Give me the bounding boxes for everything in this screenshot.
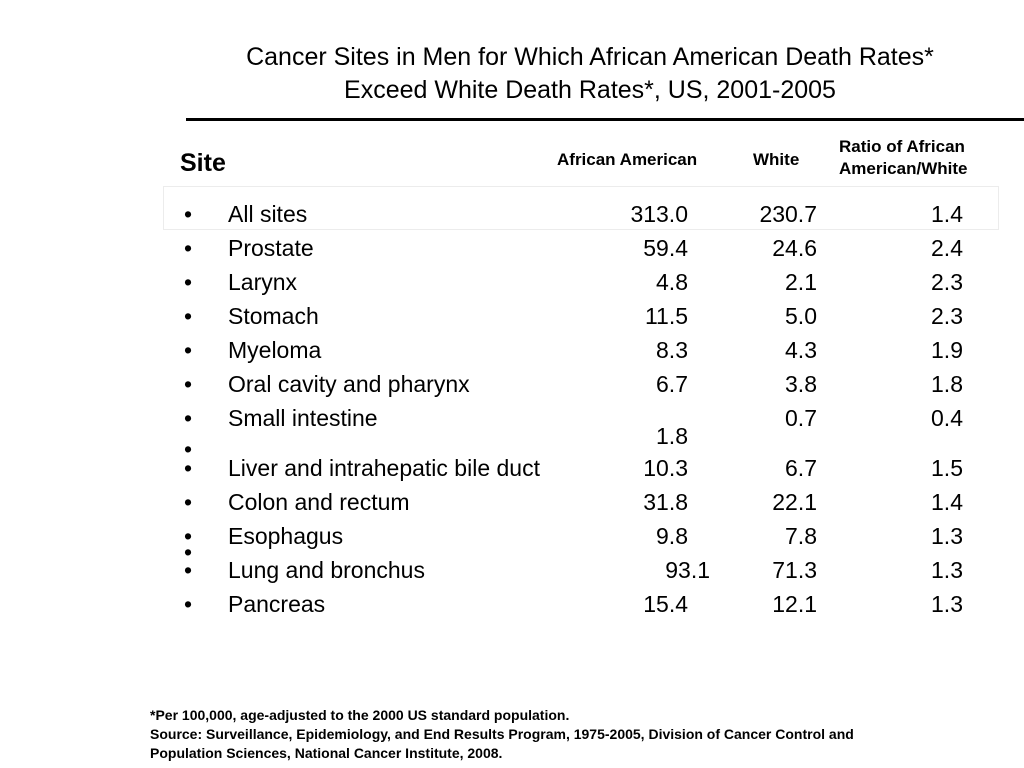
bullet-marker: •: [184, 235, 193, 261]
african-american-rate: 1.8: [656, 423, 688, 449]
white-rate: 71.3: [772, 557, 817, 583]
site-name: Larynx: [228, 269, 298, 295]
rate-ratio: 1.3: [931, 591, 963, 617]
column-header-ratio-line-1: Ratio of African: [839, 137, 965, 156]
african-american-rate: 6.7: [656, 371, 688, 397]
white-rate: 24.6: [772, 235, 817, 261]
slide-title-line-2: Exceed White Death Rates*, US, 2001-2005: [344, 76, 836, 104]
column-header-african-american: African American: [557, 150, 698, 169]
bullet-marker: •: [184, 489, 193, 515]
african-american-rate: 4.8: [656, 269, 688, 295]
site-name: Myeloma: [228, 337, 322, 363]
site-name: Pancreas: [228, 591, 326, 617]
site-name: Esophagus: [228, 523, 344, 549]
site-name: Colon and rectum: [228, 489, 410, 515]
rate-ratio: 2.4: [931, 235, 963, 261]
african-american-rate: 93.1: [665, 557, 710, 583]
african-american-rate: 31.8: [643, 489, 688, 515]
stray-bullet-marker: •: [184, 539, 193, 565]
table-row: • Stomach 11.5 5.0 2.3: [0, 301, 1024, 331]
rate-ratio: 1.8: [931, 371, 963, 397]
site-name: Stomach: [228, 303, 319, 329]
rate-ratio: 1.9: [931, 337, 963, 363]
rate-ratio: 2.3: [931, 303, 963, 329]
white-rate: 230.7: [759, 201, 817, 227]
table-row: • All sites 313.0 230.7 1.4: [0, 199, 1024, 229]
african-american-rate: 15.4: [643, 591, 688, 617]
african-american-rate: 59.4: [643, 235, 688, 261]
rate-ratio: 1.3: [931, 557, 963, 583]
bullet-marker: •: [184, 557, 193, 583]
table-row: • Oral cavity and pharynx 6.7 3.8 1.8: [0, 369, 1024, 399]
white-rate: 7.8: [785, 523, 817, 549]
white-rate: 2.1: [785, 269, 817, 295]
footnote-definition: *Per 100,000, age-adjusted to the 2000 U…: [150, 707, 570, 723]
bullet-marker: •: [184, 371, 193, 397]
african-american-rate: 8.3: [656, 337, 688, 363]
table-row: • Prostate 59.4 24.6 2.4: [0, 233, 1024, 263]
white-rate: 6.7: [785, 455, 817, 481]
table-row: • Liver and intrahepatic bile duct 10.3 …: [0, 453, 1024, 483]
first-row-highlight: [163, 186, 999, 230]
column-header-ratio: Ratio of African American/White: [839, 136, 967, 180]
site-name: Oral cavity and pharynx: [228, 371, 470, 397]
column-header-white: White: [753, 150, 800, 169]
table-row: • Small intestine 1.8 0.7 0.4: [0, 403, 1024, 449]
site-name: Prostate: [228, 235, 314, 261]
bullet-marker: •: [184, 269, 193, 295]
rate-ratio: 1.4: [931, 201, 963, 227]
column-header-site: Site: [180, 149, 226, 177]
table-row: • Larynx 4.8 2.1 2.3: [0, 267, 1024, 297]
table-row: • Esophagus 9.8 7.8 1.3: [0, 521, 1024, 551]
bullet-marker: •: [184, 523, 193, 549]
site-name: Liver and intrahepatic bile duct: [228, 455, 540, 481]
rate-ratio: 1.5: [931, 455, 963, 481]
bullet-marker: •: [184, 405, 193, 431]
white-rate: 4.3: [785, 337, 817, 363]
stray-bullet-marker: •: [184, 436, 193, 462]
bullet-marker: •: [184, 455, 193, 481]
site-name: All sites: [228, 201, 308, 227]
title-divider: [186, 118, 1024, 121]
table-row: • Lung and bronchus 93.1 71.3 1.3: [0, 555, 1024, 585]
rate-ratio: 1.4: [931, 489, 963, 515]
site-name: Small intestine: [228, 405, 378, 431]
slide-title-line-1: Cancer Sites in Men for Which African Am…: [246, 43, 934, 71]
bullet-marker: •: [184, 303, 193, 329]
column-header-ratio-line-2: American/White: [839, 159, 968, 178]
table-row: • Colon and rectum 31.8 22.1 1.4: [0, 487, 1024, 517]
table-row: • Myeloma 8.3 4.3 1.9: [0, 335, 1024, 365]
white-rate: 5.0: [785, 303, 817, 329]
white-rate: 12.1: [772, 591, 817, 617]
bullet-marker: •: [184, 337, 193, 363]
african-american-rate: 9.8: [656, 523, 688, 549]
white-rate: 0.7: [785, 405, 817, 431]
site-name: Lung and bronchus: [228, 557, 425, 583]
african-american-rate: 10.3: [643, 455, 688, 481]
white-rate: 3.8: [785, 371, 817, 397]
rate-ratio: 2.3: [931, 269, 963, 295]
footnote: *Per 100,000, age-adjusted to the 2000 U…: [150, 706, 990, 763]
rate-ratio: 1.3: [931, 523, 963, 549]
table-row: • Pancreas 15.4 12.1 1.3: [0, 589, 1024, 619]
african-american-rate: 11.5: [644, 303, 688, 329]
white-rate: 22.1: [772, 489, 817, 515]
bullet-marker: •: [184, 201, 193, 227]
bullet-marker: •: [184, 591, 193, 617]
footnote-source-line-1: Source: Surveillance, Epidemiology, and …: [150, 726, 854, 742]
footnote-source-line-2: Population Sciences, National Cancer Ins…: [150, 745, 503, 761]
african-american-rate: 313.0: [630, 201, 688, 227]
rate-ratio: 0.4: [931, 405, 963, 431]
